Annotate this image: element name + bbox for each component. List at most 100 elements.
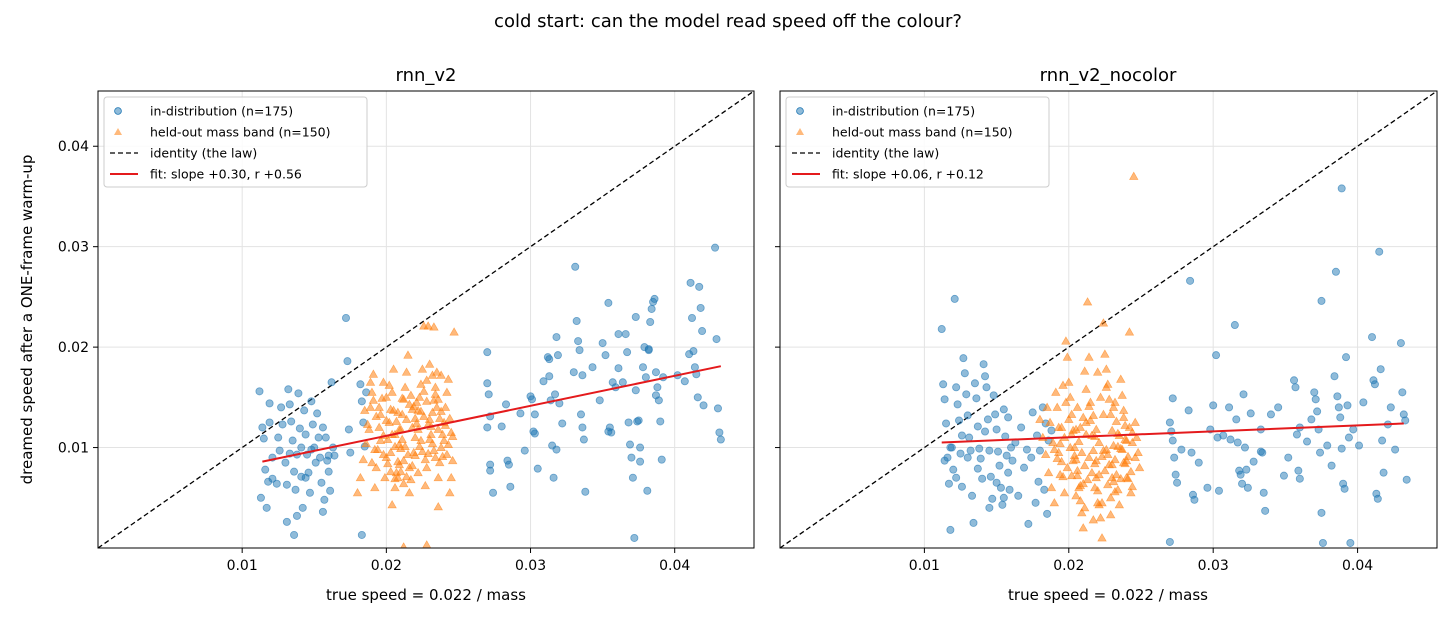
in-distribution-point: [1005, 485, 1014, 494]
in-distribution-point: [1317, 508, 1326, 517]
in-distribution-point: [1343, 401, 1352, 410]
legend-box: [785, 96, 1050, 188]
in-distribution-point: [484, 390, 493, 399]
in-distribution-point: [942, 419, 951, 428]
in-distribution-point: [716, 435, 725, 444]
held-out-point: [1091, 455, 1101, 465]
in-distribution-point: [1031, 498, 1040, 507]
in-distribution-point: [1398, 388, 1407, 397]
legend-label: in-distribution (n=175): [150, 104, 293, 119]
in-distribution-point: [1028, 408, 1037, 417]
plot-frame: [97, 90, 755, 549]
in-distribution-point: [634, 416, 643, 425]
in-distribution-point: [1316, 448, 1325, 457]
in-distribution-point: [1017, 423, 1026, 432]
held-out-point: [1118, 405, 1129, 414]
in-distribution-point: [618, 378, 627, 387]
held-out-point: [1087, 467, 1097, 477]
in-distribution-point: [1165, 537, 1174, 546]
held-out-point: [1097, 533, 1107, 542]
in-distribution-point: [1187, 448, 1196, 457]
data-points: [255, 243, 725, 548]
in-distribution-point: [657, 455, 666, 464]
held-out-point: [1130, 417, 1140, 426]
held-out-point: [442, 387, 452, 396]
held-out-point: [374, 422, 384, 431]
held-out-point: [1046, 482, 1057, 492]
held-out-point: [1103, 449, 1113, 459]
held-out-point: [1108, 402, 1119, 411]
in-distribution-point: [1209, 401, 1218, 410]
in-distribution-point: [946, 525, 955, 534]
held-out-point: [364, 424, 374, 433]
held-out-point: [411, 397, 422, 406]
in-distribution-point: [693, 393, 702, 402]
in-distribution-point: [950, 294, 959, 303]
legend-label: identity (the law): [832, 146, 939, 161]
in-distribution-point: [1334, 403, 1343, 412]
held-out-point: [440, 402, 451, 411]
held-out-point: [410, 432, 420, 441]
held-out-point: [422, 375, 432, 384]
in-distribution-point: [626, 440, 635, 449]
held-out-point: [422, 462, 432, 472]
in-distribution-point: [979, 360, 988, 369]
in-distribution-point: [688, 313, 697, 322]
in-distribution-point: [314, 433, 323, 442]
held-out-point: [367, 457, 377, 467]
in-distribution-point: [1295, 474, 1304, 483]
in-distribution-point: [712, 335, 721, 344]
in-distribution-point: [1330, 372, 1339, 381]
in-distribution-point: [696, 303, 705, 312]
in-distribution-point: [313, 409, 322, 418]
in-distribution-point: [1027, 453, 1036, 462]
x-tick-label: 0.03: [515, 558, 546, 574]
in-distribution-point: [311, 458, 320, 467]
in-distribution-point: [318, 423, 327, 432]
in-distribution-point: [651, 391, 660, 400]
held-out-point: [416, 379, 426, 388]
held-out-point: [1101, 382, 1112, 391]
in-distribution-point: [497, 422, 506, 431]
held-out-point: [432, 402, 442, 411]
in-distribution-point: [636, 457, 645, 466]
in-distribution-point: [999, 493, 1008, 502]
scatter-panel-rnn-v2: rnn_v2 0.01 0.02 0.03 0.040.010.020.030.04 …: [18, 65, 755, 604]
in-distribution-point: [551, 390, 560, 399]
in-distribution-point: [995, 461, 1004, 470]
in-distribution-point: [686, 278, 695, 287]
in-distribution-point: [1040, 485, 1049, 494]
in-distribution-point: [1168, 394, 1177, 403]
in-distribution-point: [1346, 538, 1355, 547]
in-distribution-point: [256, 493, 265, 502]
held-out-point: [1130, 452, 1140, 462]
held-out-point: [413, 467, 423, 477]
in-distribution-point: [1279, 471, 1288, 480]
held-out-point: [1121, 455, 1132, 465]
held-out-point: [436, 370, 446, 379]
held-out-point: [1126, 466, 1136, 476]
held-out-point: [1072, 470, 1083, 480]
in-distribution-point: [1342, 353, 1351, 362]
in-distribution-point: [973, 464, 982, 473]
in-distribution-point: [1243, 483, 1252, 492]
in-distribution-point: [1043, 509, 1052, 518]
in-distribution-point: [578, 423, 587, 432]
in-distribution-point: [643, 486, 652, 495]
in-distribution-point: [598, 339, 607, 348]
held-out-point: [1094, 469, 1104, 479]
in-distribution-point: [994, 447, 1003, 456]
held-out-point: [1091, 424, 1101, 433]
in-distribution-point: [486, 460, 495, 469]
held-out-point: [400, 382, 410, 391]
held-out-point: [429, 445, 439, 455]
in-distribution-point: [998, 500, 1007, 509]
in-distribution-point: [357, 397, 366, 406]
held-out-point: [370, 482, 380, 492]
in-distribution-point: [992, 425, 1001, 434]
held-out-point: [1088, 515, 1099, 524]
in-distribution-point: [1375, 247, 1384, 256]
held-out-point: [411, 418, 422, 427]
in-distribution-point: [1401, 416, 1410, 425]
